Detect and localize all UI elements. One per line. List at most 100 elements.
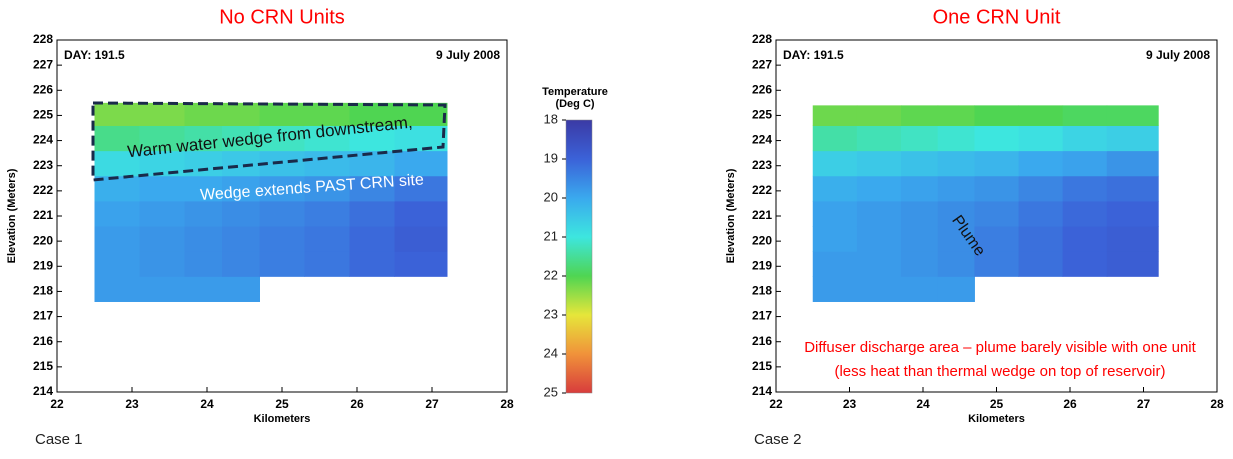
colorbar-tick-label: 22 bbox=[544, 267, 558, 282]
heat-cell bbox=[94, 251, 140, 277]
y-axis-title: Elevation (Meters) bbox=[6, 168, 18, 263]
heat-cell bbox=[304, 251, 350, 277]
heat-cell bbox=[304, 150, 350, 177]
heat-cell bbox=[184, 200, 223, 227]
heat-cell bbox=[222, 150, 260, 177]
heat-cell bbox=[974, 226, 1020, 252]
y-tick-label: 217 bbox=[33, 309, 53, 323]
heat-cell bbox=[1018, 105, 1064, 126]
heat-cell bbox=[937, 200, 975, 227]
heat-cell bbox=[856, 276, 902, 302]
heat-cell bbox=[184, 175, 223, 202]
heat-cell bbox=[1106, 105, 1159, 126]
heat-cell bbox=[812, 175, 858, 202]
y-tick-label: 228 bbox=[33, 32, 53, 46]
heat-cell bbox=[937, 175, 975, 202]
heat-cell bbox=[94, 200, 140, 227]
heat-cell bbox=[304, 226, 350, 252]
heat-cell bbox=[139, 251, 185, 277]
heat-cell bbox=[139, 125, 185, 152]
y-tick-label: 223 bbox=[752, 158, 772, 172]
heat-cell bbox=[184, 276, 223, 302]
y-tick-label: 220 bbox=[752, 233, 772, 247]
heat-cell bbox=[394, 200, 448, 227]
heat-cell bbox=[1062, 175, 1108, 202]
heat-cell bbox=[1018, 251, 1064, 277]
heat-cell bbox=[1106, 226, 1159, 252]
heat-cell bbox=[139, 175, 185, 202]
y-tick-label: 219 bbox=[33, 258, 53, 272]
y-tick-label: 227 bbox=[33, 57, 53, 71]
heat-cell bbox=[1018, 125, 1064, 152]
heat-cell bbox=[900, 125, 939, 152]
heat-cell bbox=[856, 175, 902, 202]
heat-cell bbox=[349, 102, 395, 126]
colorbar-tick-label: 25 bbox=[544, 384, 558, 399]
heat-cell bbox=[856, 150, 902, 177]
wedge-outline bbox=[91, 101, 447, 182]
case-label: Case 1 bbox=[35, 431, 83, 448]
heat-cell bbox=[856, 226, 902, 252]
heat-cell bbox=[974, 175, 1020, 202]
y-tick-label: 223 bbox=[33, 158, 53, 172]
heat-cell bbox=[1062, 105, 1108, 126]
heat-cell bbox=[139, 226, 185, 252]
y-tick-label: 227 bbox=[752, 57, 772, 71]
heat-cell bbox=[139, 200, 185, 227]
heat-cell bbox=[304, 125, 350, 152]
heat-cell bbox=[812, 200, 858, 227]
heat-cell bbox=[1106, 251, 1159, 277]
heat-cell bbox=[1106, 175, 1159, 202]
heat-cell bbox=[259, 175, 305, 202]
heat-cell bbox=[259, 251, 305, 277]
heat-cell bbox=[222, 102, 260, 126]
heat-cell bbox=[259, 226, 305, 252]
y-tick-label: 219 bbox=[752, 258, 772, 272]
heat-cell bbox=[1062, 251, 1108, 277]
y-tick-label: 222 bbox=[752, 183, 772, 197]
heat-cell bbox=[94, 150, 140, 177]
y-tick-label: 216 bbox=[752, 334, 772, 348]
x-axis-title: Kilometers bbox=[254, 413, 311, 425]
heat-cell bbox=[812, 276, 858, 302]
heat-cell bbox=[1106, 150, 1159, 177]
x-tick-label: 22 bbox=[769, 397, 783, 411]
heat-cell bbox=[184, 102, 223, 126]
heat-cell bbox=[974, 251, 1020, 277]
heat-cell bbox=[304, 175, 350, 202]
heat-cell bbox=[974, 105, 1020, 126]
heat-cell bbox=[1062, 200, 1108, 227]
y-tick-label: 218 bbox=[752, 284, 772, 298]
heat-cell bbox=[222, 251, 260, 277]
heat-cell bbox=[259, 200, 305, 227]
heat-cell bbox=[94, 102, 140, 126]
heat-cell bbox=[222, 200, 260, 227]
date-label: 9 July 2008 bbox=[1146, 48, 1210, 62]
heat-cell bbox=[349, 175, 395, 202]
heat-cell bbox=[139, 276, 185, 302]
heat-cell bbox=[222, 226, 260, 252]
y-axis-title: Elevation (Meters) bbox=[725, 168, 737, 263]
y-tick-label: 226 bbox=[752, 82, 772, 96]
colorbar-tick-label: 21 bbox=[544, 228, 558, 243]
colorbar-tick-label: 23 bbox=[544, 306, 558, 321]
heat-cell bbox=[812, 105, 858, 126]
heat-cell bbox=[1018, 226, 1064, 252]
heat-cell bbox=[900, 200, 939, 227]
heat-cell bbox=[222, 125, 260, 152]
heat-cell bbox=[974, 125, 1020, 152]
heat-cell bbox=[812, 226, 858, 252]
y-tick-label: 218 bbox=[33, 284, 53, 298]
panel-title: One CRN Unit bbox=[933, 6, 1061, 28]
colorbar bbox=[565, 119, 593, 394]
heat-cell bbox=[394, 175, 448, 202]
heat-cell bbox=[259, 125, 305, 152]
x-tick-label: 28 bbox=[500, 397, 514, 411]
heat-cell bbox=[349, 226, 395, 252]
heat-cell bbox=[222, 175, 260, 202]
heat-cell bbox=[812, 251, 858, 277]
heat-cell bbox=[812, 150, 858, 177]
y-tick-label: 216 bbox=[33, 334, 53, 348]
heat-cell bbox=[184, 251, 223, 277]
